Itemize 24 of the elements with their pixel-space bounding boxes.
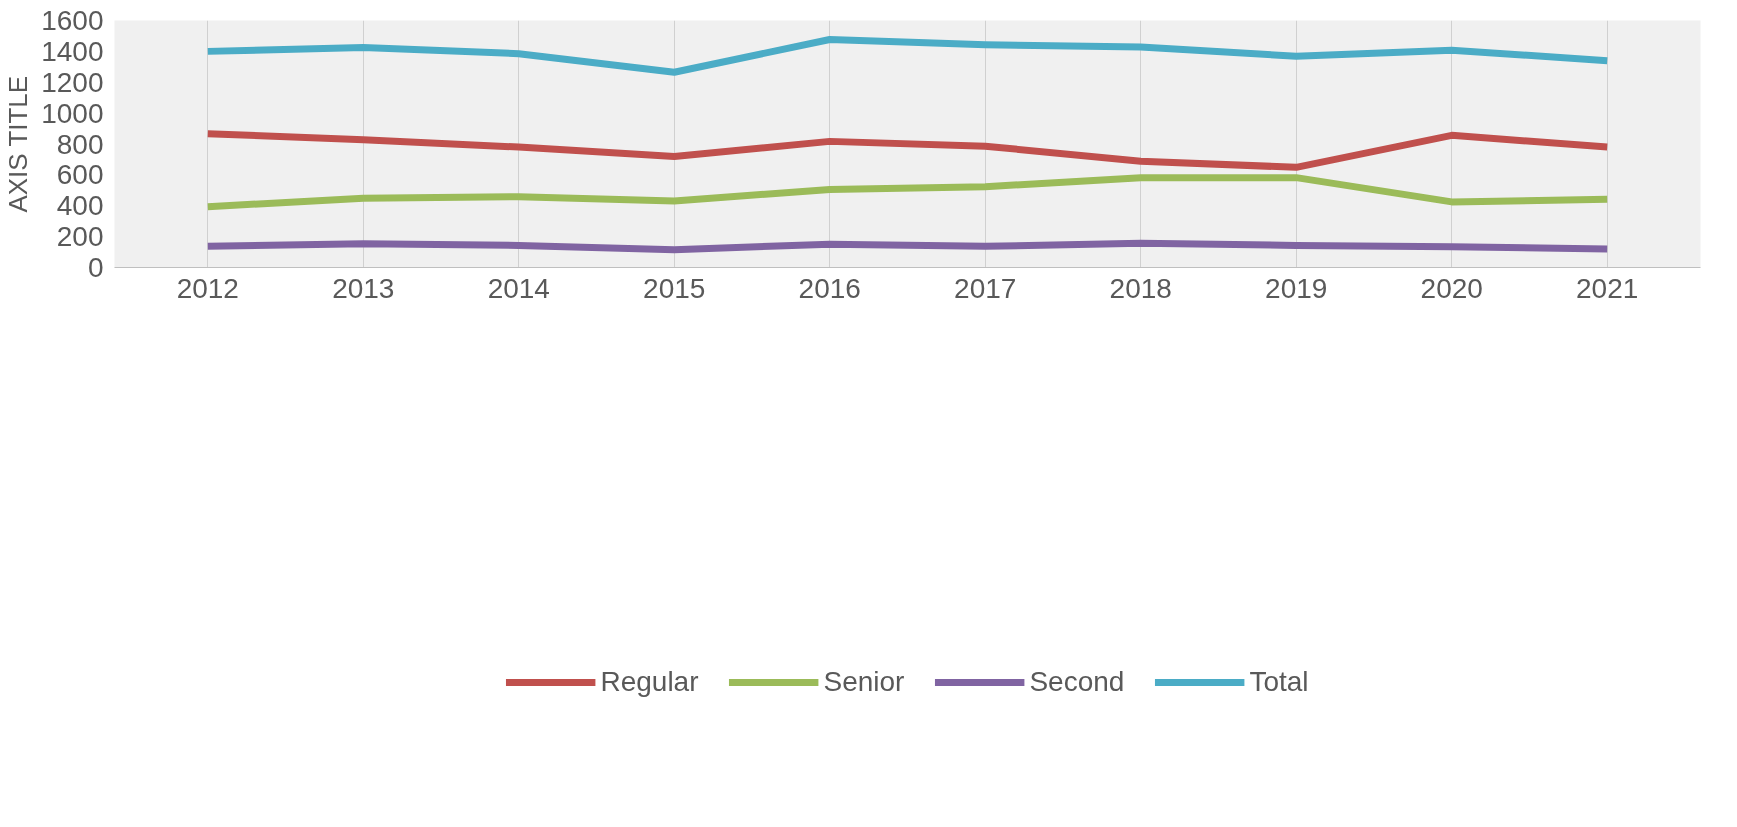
legend-label: Senior — [823, 666, 905, 698]
x-tick-label: 2018 — [1109, 272, 1172, 304]
x-tick-label: 2013 — [332, 272, 395, 304]
y-tick-label: 0 — [87, 252, 104, 283]
x-tick-label: 2014 — [487, 272, 550, 304]
legend-label: Second — [1029, 666, 1125, 698]
y-tick-label: 400 — [56, 190, 104, 222]
x-tick-label: 2012 — [176, 272, 239, 304]
legend-label: Total — [1249, 666, 1309, 698]
legend-label: Regular — [600, 666, 699, 698]
y-tick-label: 1200 — [41, 66, 104, 98]
y-tick-label: 1000 — [41, 97, 104, 129]
y-tick-label: 1400 — [41, 35, 104, 67]
x-tick-label: 2015 — [643, 272, 706, 304]
y-tick-label: 200 — [56, 221, 104, 253]
y-axis-title: AXIS TITLE — [3, 75, 34, 213]
x-tick-label: 2021 — [1576, 272, 1639, 304]
y-tick-label: 1600 — [41, 5, 104, 36]
x-tick-label: 2019 — [1265, 272, 1328, 304]
x-tick-label: 2017 — [954, 272, 1017, 304]
x-tick-label: 2016 — [798, 272, 861, 304]
x-tick-label: 2020 — [1420, 272, 1483, 304]
y-tick-label: 800 — [56, 128, 104, 160]
y-tick-label: 600 — [56, 159, 104, 191]
